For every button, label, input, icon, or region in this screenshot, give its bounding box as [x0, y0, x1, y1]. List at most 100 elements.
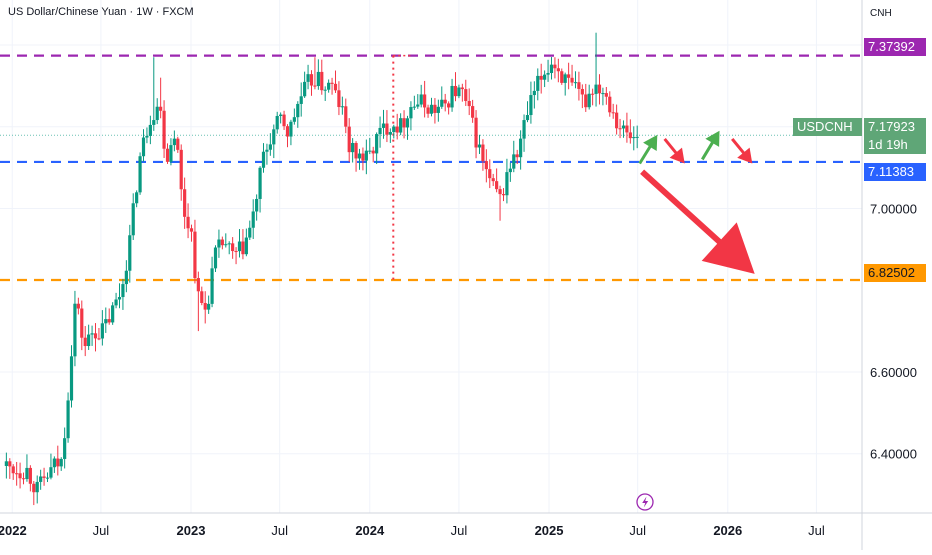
candle-body — [368, 150, 372, 152]
candle-body — [426, 107, 430, 114]
candle-body — [97, 338, 101, 340]
candle-body — [56, 458, 60, 467]
candle-body — [128, 235, 132, 271]
candle-body — [248, 227, 252, 238]
candle-body — [76, 303, 80, 309]
candle-body — [117, 297, 122, 300]
candle-body — [179, 149, 183, 190]
lightning-icon[interactable] — [636, 493, 654, 511]
candle-body — [515, 154, 519, 158]
candle-body — [289, 121, 293, 137]
candle-body — [402, 118, 406, 128]
candle-body — [560, 71, 564, 83]
candle-body — [553, 64, 557, 69]
candle-body — [457, 87, 461, 97]
candles — [4, 32, 639, 506]
candle-body — [409, 107, 413, 119]
candle-body — [611, 112, 615, 114]
candle-body — [32, 483, 36, 493]
chart-title: US Dollar/Chinese Yuan · 1W · FXCM — [8, 6, 194, 18]
candle-body — [573, 82, 578, 84]
candle-body — [189, 228, 194, 232]
x-tick-label: Jul — [451, 523, 468, 538]
candle-body — [39, 476, 43, 482]
candle-body — [296, 103, 300, 118]
candle-body — [587, 93, 591, 108]
candle-body — [584, 94, 588, 108]
candle-body — [416, 104, 420, 107]
candle-body — [162, 110, 166, 149]
candle-body — [392, 126, 396, 133]
candle-body — [25, 467, 29, 480]
candle-body — [241, 241, 245, 255]
candle-body — [423, 94, 427, 108]
candle-body — [615, 112, 619, 129]
candle-body — [11, 466, 15, 474]
candle-body — [80, 308, 84, 338]
candle-body — [213, 247, 218, 269]
candle-body — [601, 93, 605, 95]
candle-body — [580, 88, 584, 95]
red-forecast-arrow — [731, 138, 753, 164]
x-tick-label: Jul — [93, 523, 110, 538]
candle-body — [104, 319, 108, 324]
candle-body — [285, 126, 290, 137]
candle-body — [543, 74, 547, 80]
candle-body — [237, 241, 242, 252]
candle-body — [498, 189, 502, 195]
candle-body — [405, 118, 410, 128]
candle-body — [200, 291, 204, 303]
candle-body — [495, 181, 499, 190]
red-forecast-arrow — [663, 138, 685, 164]
candle-body — [59, 458, 63, 467]
candle-body — [73, 303, 77, 357]
candle-body — [176, 138, 180, 150]
candle-body — [357, 153, 362, 159]
x-tick-label: 2023 — [177, 523, 206, 538]
candle-body — [28, 467, 32, 484]
candle-body — [135, 192, 139, 204]
candle-body — [83, 337, 87, 347]
candle-body — [484, 161, 488, 170]
candle-body — [450, 85, 454, 108]
candle-body — [474, 117, 478, 148]
candle-body — [388, 132, 392, 135]
candle-body — [340, 106, 344, 108]
blue-level-tag: 7.11383 — [864, 163, 926, 181]
candle-body — [255, 198, 259, 212]
candle-body — [183, 189, 187, 217]
candle-body — [21, 478, 26, 480]
candle-body — [546, 73, 550, 75]
candle-body — [299, 96, 303, 104]
candle-body — [625, 125, 629, 133]
candle-body — [375, 134, 379, 154]
candle-body — [279, 114, 283, 116]
candle-body — [525, 115, 530, 121]
candle-body — [114, 299, 118, 306]
candle-body — [618, 128, 622, 130]
candle-body — [556, 68, 560, 72]
candle-body — [210, 268, 214, 304]
candle-body — [231, 243, 235, 252]
green-forecast-arrow — [701, 130, 720, 161]
candle-body — [42, 476, 46, 478]
candle-body — [155, 106, 159, 121]
candle-body — [385, 123, 389, 135]
candle-body — [419, 94, 423, 105]
candle-body — [399, 118, 403, 133]
candle-body — [265, 149, 269, 152]
candle-body — [186, 216, 190, 229]
candle-body — [594, 84, 598, 94]
candle-body — [8, 461, 12, 467]
candle-body — [272, 129, 276, 145]
candle-body — [570, 77, 574, 83]
candle-body — [49, 467, 53, 478]
candle-body — [447, 103, 451, 108]
candle-body — [309, 74, 314, 86]
x-tick-label: 2025 — [535, 523, 564, 538]
currency-label: CNH — [870, 8, 892, 19]
candle-body — [69, 356, 74, 401]
